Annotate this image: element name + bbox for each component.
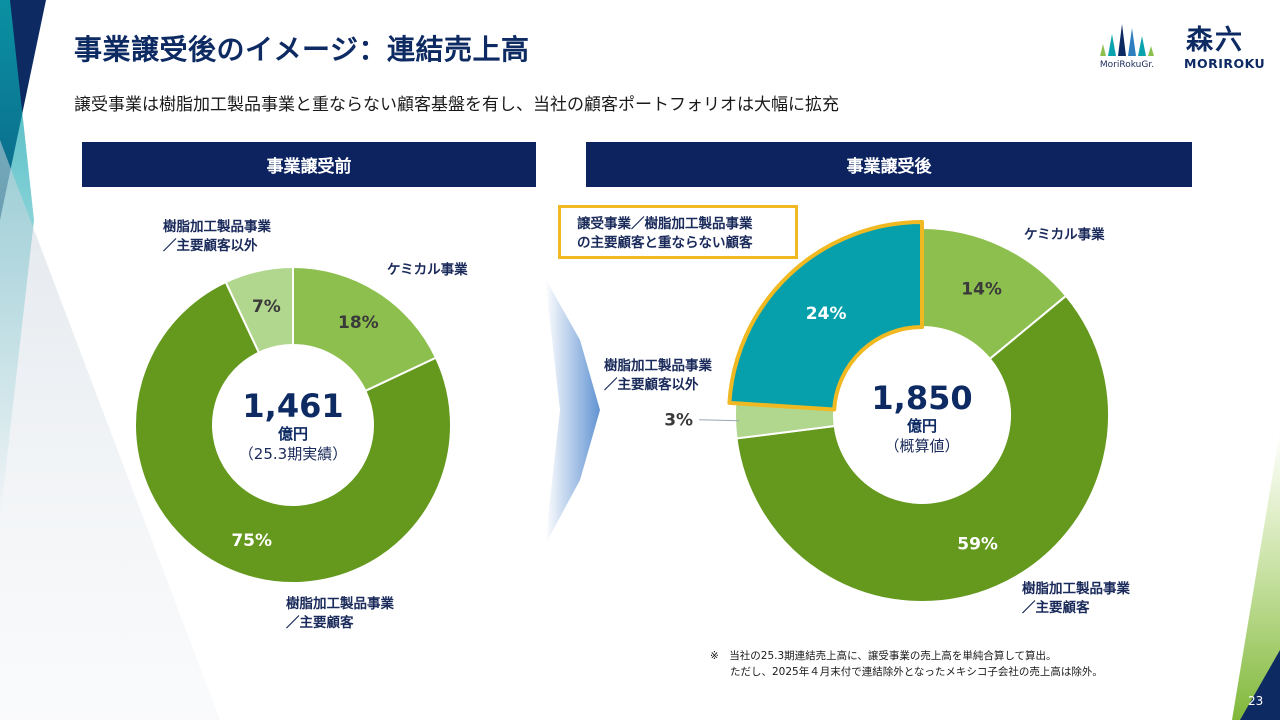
chart2-leader-line	[699, 419, 740, 422]
before-center-total: 1,461 億円 （25.3期実績）	[238, 387, 348, 463]
after-chemical-label: ケミカル事業	[1024, 227, 1105, 243]
logo-area: MoriRokuGr. 森六 MORIROKU	[1092, 16, 1266, 76]
chart1-slice-1	[292, 266, 437, 392]
chart2-slice-1-label: 14%	[961, 279, 1002, 299]
chart2-slice-2	[735, 294, 1110, 603]
chart1-slice-1-label: 18%	[338, 313, 379, 333]
chart1-slice-3-label: 7%	[252, 297, 281, 317]
chart1-slice-3	[224, 266, 294, 354]
panel-header-before: 事業譲受前	[82, 142, 536, 187]
acquired-business-callout: 譲受事業／樹脂加工製品事業 の主要顧客と重ならない顧客	[558, 205, 798, 259]
after-resin-main-label: 樹脂加工製品事業 ／主要顧客	[1022, 581, 1130, 616]
chart1-slice-2	[134, 281, 452, 584]
transition-arrow	[545, 278, 600, 545]
chart2-slice-1	[921, 227, 1068, 360]
panel-header-after: 事業譲受後	[586, 142, 1192, 187]
page-number: 23	[1248, 694, 1264, 708]
group-name: MoriRokuGr.	[1099, 60, 1155, 70]
page-title: 事業譲受後のイメージ：連結売上高	[74, 33, 530, 66]
chart2-slice-4-label: 24%	[806, 304, 847, 324]
chart2-slice-4	[727, 220, 924, 412]
page-subtitle: 譲受事業は樹脂加工製品事業と重ならない顧客基盤を有し、当社の顧客ポートフォリオは…	[74, 95, 839, 115]
before-resin-main-label: 樹脂加工製品事業 ／主要顧客	[286, 596, 394, 631]
company-name: MORIROKU	[1184, 56, 1266, 71]
chart2-slice-2-label: 59%	[957, 534, 998, 554]
after-resin-other-label: 樹脂加工製品事業 ／主要顧客以外	[604, 358, 712, 393]
morirokugr-logo-icon	[1100, 24, 1154, 56]
before-resin-other-label: 樹脂加工製品事業 ／主要顧客以外	[163, 219, 271, 254]
before-chemical-label: ケミカル事業	[387, 262, 468, 278]
chart1-slice-2-label: 75%	[231, 531, 272, 551]
chart2-slice-3-label: 3%	[664, 411, 693, 431]
company-mark: 森六	[1186, 25, 1244, 56]
after-center-total: 1,850 億円 （概算値）	[871, 379, 973, 455]
footnote: ※ 当社の25.3期連結売上高に、譲受事業の売上高を単純合算して算出。 ただし、…	[710, 650, 1103, 678]
